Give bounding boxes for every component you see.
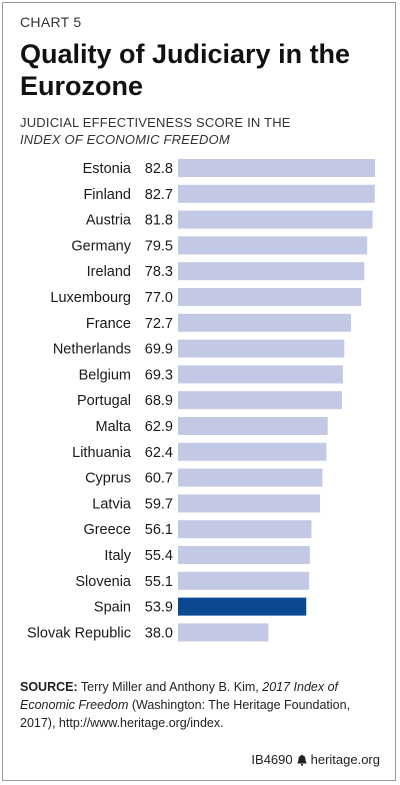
value-label: 38.0 (145, 625, 173, 641)
category-label: Netherlands (53, 342, 131, 358)
bar-luxembourg (178, 288, 362, 306)
bar-ireland (178, 262, 365, 281)
value-label: 78.3 (145, 264, 173, 280)
bar-portugal (178, 391, 342, 410)
value-label: 62.9 (145, 419, 173, 435)
bar-germany (178, 236, 368, 255)
site-link[interactable]: heritage.org (310, 752, 380, 767)
category-label: France (86, 316, 131, 332)
source-note: SOURCE: Terry Miller and Anthony B. Kim,… (20, 678, 380, 732)
category-label: Italy (104, 548, 131, 564)
source-text-a: Terry Miller and Anthony B. Kim, (80, 680, 259, 694)
bar-netherlands (178, 339, 345, 358)
category-label: Portugal (77, 393, 131, 409)
bar-italy (178, 546, 310, 564)
source-label: SOURCE: (20, 680, 78, 694)
value-label: 79.5 (145, 238, 173, 254)
report-id: IB4690 (251, 752, 293, 767)
subtitle-line-1: JUDICIAL EFFECTIVENESS SCORE IN THE (20, 115, 291, 130)
source-text-b: (Washington: The Heritage Foundation, 20… (20, 698, 351, 730)
liberty-bell-icon (297, 754, 307, 766)
bar-estonia (178, 159, 375, 177)
value-label: 53.9 (145, 600, 173, 616)
subtitle-line-2: INDEX OF ECONOMIC FREEDOM (20, 132, 230, 147)
category-label: Malta (96, 419, 132, 435)
bar-latvia (178, 494, 321, 513)
bar-slovenia (178, 571, 310, 590)
category-label: Greece (83, 522, 131, 538)
category-label: Luxembourg (50, 290, 131, 306)
value-label: 69.3 (145, 367, 173, 383)
bar-belgium (178, 365, 343, 384)
bar-finland (178, 184, 375, 203)
category-label: Germany (71, 238, 131, 254)
value-label: 59.7 (145, 496, 173, 512)
chart-kicker: CHART 5 (20, 14, 82, 30)
bar-malta (178, 417, 328, 435)
category-label: Latvia (92, 496, 132, 512)
value-label: 55.1 (145, 574, 173, 590)
category-label: Cyprus (85, 471, 131, 487)
category-label: Estonia (83, 161, 132, 177)
value-label: 56.1 (145, 522, 173, 538)
category-label: Slovak Republic (27, 625, 131, 641)
chart-subtitle: JUDICIAL EFFECTIVENESS SCORE IN THE INDE… (20, 114, 380, 148)
value-label: 77.0 (145, 290, 173, 306)
bar-spain (178, 597, 307, 616)
footer: IB4690 heritage.org (251, 752, 380, 767)
value-label: 62.4 (145, 445, 173, 461)
chart-frame (2, 2, 396, 781)
bar-chart: Estonia 82.8 Finland 82.7 Austria 81.8 Germany… (27, 159, 375, 642)
category-label: Austria (86, 213, 132, 229)
bar-france (178, 313, 351, 332)
value-label: 60.7 (145, 471, 173, 487)
value-label: 55.4 (145, 548, 173, 564)
chart-title: Quality of Judiciary in the Eurozone (20, 39, 351, 101)
value-label: 69.9 (145, 342, 173, 358)
value-label: 68.9 (145, 393, 173, 409)
bar-slovak-republic (178, 623, 269, 642)
source-text-italic: 2017 Index of Economic Freedom (20, 680, 339, 712)
value-label: 81.8 (145, 213, 173, 229)
value-label: 82.8 (145, 161, 173, 177)
category-label: Slovenia (75, 574, 132, 590)
bar-cyprus (178, 468, 323, 487)
value-label: 82.7 (145, 187, 173, 203)
bar-lithuania (178, 442, 327, 461)
category-label: Spain (94, 600, 131, 616)
category-label: Lithuania (72, 445, 132, 461)
category-label: Ireland (87, 264, 131, 280)
category-label: Finland (83, 187, 131, 203)
value-label: 72.7 (145, 316, 173, 332)
bar-greece (178, 520, 312, 539)
bar-austria (178, 210, 373, 229)
category-label: Belgium (79, 367, 131, 383)
